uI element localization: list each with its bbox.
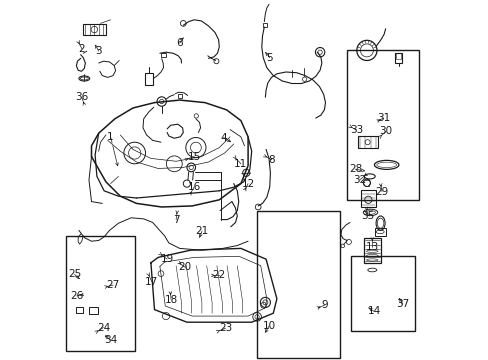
Text: 20: 20 bbox=[178, 262, 191, 272]
Bar bbox=[350, 256, 415, 331]
Text: 37: 37 bbox=[395, 299, 408, 309]
Text: 4: 4 bbox=[220, 132, 226, 143]
Text: 15: 15 bbox=[187, 152, 200, 162]
Text: 35: 35 bbox=[360, 211, 373, 221]
Bar bbox=[66, 236, 134, 351]
Text: 7: 7 bbox=[172, 215, 179, 225]
Text: 9: 9 bbox=[321, 300, 327, 310]
Text: 31: 31 bbox=[376, 113, 389, 123]
Bar bbox=[346, 50, 418, 200]
Text: 32: 32 bbox=[352, 175, 366, 185]
Text: 6: 6 bbox=[176, 38, 183, 48]
Text: 34: 34 bbox=[104, 335, 117, 345]
Text: 36: 36 bbox=[75, 92, 88, 102]
Text: 28: 28 bbox=[348, 164, 361, 174]
Text: 19: 19 bbox=[160, 254, 173, 264]
Text: 30: 30 bbox=[379, 126, 392, 136]
Text: 29: 29 bbox=[375, 186, 388, 197]
Text: 13: 13 bbox=[365, 242, 378, 252]
Text: 26: 26 bbox=[70, 291, 83, 301]
Text: 3: 3 bbox=[95, 46, 102, 56]
Text: 1: 1 bbox=[107, 132, 114, 142]
Text: 14: 14 bbox=[366, 306, 380, 316]
Text: 10: 10 bbox=[262, 321, 275, 331]
Text: 33: 33 bbox=[349, 125, 363, 135]
Text: 18: 18 bbox=[164, 294, 177, 305]
Text: 16: 16 bbox=[187, 182, 200, 192]
Text: 2: 2 bbox=[78, 44, 85, 54]
Text: 25: 25 bbox=[68, 269, 81, 279]
Text: 5: 5 bbox=[266, 53, 272, 63]
Bar bbox=[257, 211, 339, 358]
Text: 11: 11 bbox=[234, 159, 247, 169]
Text: 24: 24 bbox=[97, 323, 110, 333]
Text: 12: 12 bbox=[241, 179, 254, 189]
Text: 17: 17 bbox=[145, 276, 158, 287]
Text: 21: 21 bbox=[195, 226, 208, 236]
Text: 27: 27 bbox=[106, 280, 120, 290]
Text: 8: 8 bbox=[268, 155, 275, 165]
Text: 23: 23 bbox=[218, 323, 232, 333]
Text: 22: 22 bbox=[212, 270, 225, 280]
